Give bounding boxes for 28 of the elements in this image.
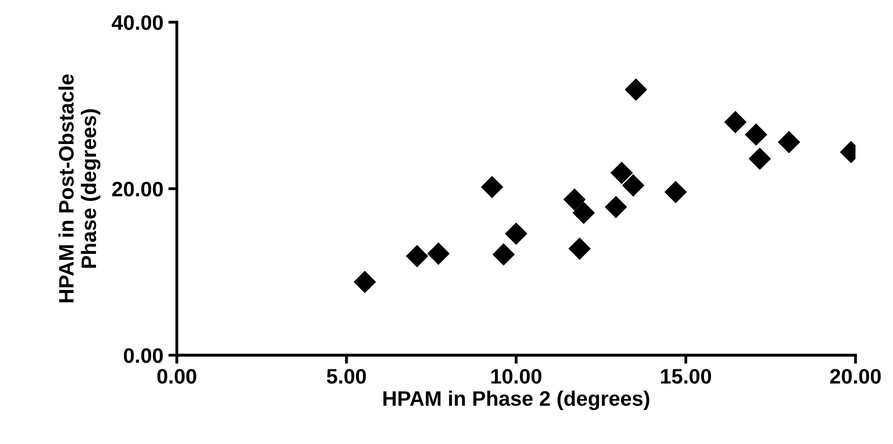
point <box>664 180 687 204</box>
y-axis-title: HPAM in Post-Obstacle Phase (degrees) <box>58 74 100 302</box>
x-tick-label: 0.00 <box>157 368 196 384</box>
point <box>504 222 528 245</box>
y-tick-label: 40.00 <box>112 15 163 30</box>
x-tick-label: 15.00 <box>661 368 712 384</box>
point <box>624 78 648 101</box>
point <box>604 196 628 218</box>
x-tick-label: 20.00 <box>830 368 881 384</box>
point <box>724 110 747 134</box>
point <box>480 176 504 198</box>
point <box>492 243 515 266</box>
point <box>778 130 800 154</box>
point <box>568 237 591 260</box>
point <box>744 123 768 146</box>
x-axis-title: HPAM in Phase 2 (degrees) <box>383 390 650 410</box>
point <box>406 244 428 268</box>
point <box>610 162 633 184</box>
point <box>427 242 450 265</box>
point <box>563 188 586 211</box>
point <box>354 270 376 294</box>
point <box>748 148 771 170</box>
y-tick-label: 0.00 <box>124 348 163 363</box>
x-tick-label: 5.00 <box>326 368 366 384</box>
point <box>572 202 595 224</box>
y-tick-label: 20.00 <box>112 182 163 196</box>
point <box>622 174 644 197</box>
x-tick-label: 10.00 <box>491 368 542 384</box>
